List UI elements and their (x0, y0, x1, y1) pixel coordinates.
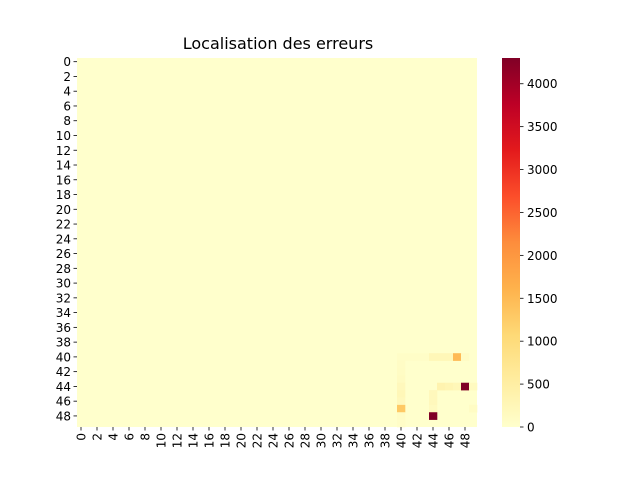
heatmap-cells (77, 58, 478, 428)
x-tick-label: 28 (299, 433, 313, 448)
y-tick-label: 0 (63, 55, 71, 69)
y-tick-label: 24 (56, 232, 71, 246)
heatmap-cell (397, 360, 406, 369)
colorbar-tick-label: 3000 (527, 163, 558, 177)
y-tick-label: 44 (56, 380, 71, 394)
heatmap-cell (445, 353, 454, 361)
y-tick-label: 4 (63, 85, 71, 99)
y-axis: 0246810121416182022242628303234363840424… (56, 55, 77, 423)
y-tick-label: 6 (63, 99, 71, 113)
heatmap-cell (461, 382, 470, 391)
x-tick-label: 26 (283, 433, 297, 448)
y-tick-label: 26 (56, 247, 71, 261)
heatmap-cell (397, 419, 406, 428)
x-tick-label: 40 (395, 433, 409, 448)
colorbar-tick-label: 1500 (527, 292, 558, 306)
y-tick-label: 18 (56, 188, 71, 202)
y-tick-label: 46 (56, 395, 71, 409)
heatmap-cell (437, 353, 446, 361)
colorbar-gradient (502, 58, 520, 427)
x-tick-label: 32 (331, 433, 345, 448)
y-tick-label: 22 (56, 218, 71, 232)
x-tick-label: 44 (427, 433, 441, 448)
x-tick-label: 16 (203, 433, 217, 448)
y-tick-label: 30 (56, 277, 71, 291)
heatmap-cell (421, 353, 430, 361)
y-tick-label: 10 (56, 129, 71, 143)
x-tick-label: 36 (363, 433, 377, 448)
x-tick-label: 30 (315, 433, 329, 448)
heatmap-cell (445, 382, 454, 391)
colorbar-tick-label: 500 (527, 378, 550, 392)
heatmap-cell (429, 404, 438, 413)
heatmap-background (77, 58, 477, 427)
y-tick-label: 14 (56, 159, 71, 173)
heatmap-cell (461, 353, 470, 361)
heatmap-cell (469, 382, 478, 391)
x-tick-label: 6 (123, 433, 137, 441)
x-tick-label: 8 (139, 433, 153, 441)
colorbar-tick-label: 4000 (527, 77, 558, 91)
y-tick-label: 8 (63, 114, 71, 128)
heatmap-cell (429, 390, 438, 398)
chart-title: Localisation des erreurs (183, 34, 373, 53)
heatmap-cell (429, 397, 438, 406)
y-tick-label: 48 (56, 409, 71, 423)
x-tick-label: 12 (171, 433, 185, 448)
x-tick-label: 10 (155, 433, 169, 448)
colorbar-tick-label: 0 (527, 421, 535, 435)
heatmap-cell (453, 353, 462, 361)
x-axis: 0 2 4 6 8 10 12 14 16 18 20 22 24 26 28 30 32 34 36 38 40 42 4… (75, 427, 473, 448)
y-tick-label: 32 (56, 291, 71, 305)
colorbar-tick-label: 2000 (527, 249, 558, 263)
y-tick-label: 42 (56, 365, 71, 379)
heatmap-cell (397, 412, 406, 420)
y-tick-label: 38 (56, 336, 71, 350)
heatmap-cell (413, 353, 422, 361)
x-tick-label: 48 (459, 433, 473, 448)
heatmap-cell (397, 353, 406, 361)
heatmap-cell (469, 404, 478, 413)
x-tick-label: 24 (267, 433, 281, 448)
heatmap-cell (429, 353, 438, 361)
x-tick-label: 20 (235, 433, 249, 448)
heatmap-cell (397, 404, 406, 413)
y-tick-label: 34 (56, 306, 71, 320)
x-tick-label: 0 (75, 433, 89, 441)
heatmap-cell (397, 367, 406, 376)
y-tick-label: 12 (56, 144, 71, 158)
heatmap-cell (437, 382, 446, 391)
x-tick-label: 4 (107, 433, 121, 441)
colorbar: 0 500 1000 1500 2000 2500 3000 3500 4000 (502, 58, 558, 435)
y-tick-label: 40 (56, 350, 71, 364)
heatmap-cell (405, 353, 414, 361)
y-tick-label: 36 (56, 321, 71, 335)
y-tick-label: 16 (56, 173, 71, 187)
x-tick-label: 14 (187, 433, 201, 448)
heatmap-cell (429, 412, 438, 420)
y-tick-label: 20 (56, 203, 71, 217)
x-tick-label: 22 (251, 433, 265, 448)
heatmap-cell (397, 397, 406, 406)
x-tick-label: 34 (347, 433, 361, 448)
x-tick-label: 2 (91, 433, 105, 441)
heatmap-cell (397, 382, 406, 391)
colorbar-tick-label: 3500 (527, 120, 558, 134)
x-tick-label: 42 (411, 433, 425, 448)
y-tick-label: 2 (63, 70, 71, 84)
heatmap-cell (397, 375, 406, 384)
colorbar-tick-label: 1000 (527, 335, 558, 349)
y-tick-label: 28 (56, 262, 71, 276)
colorbar-tick-label: 2500 (527, 206, 558, 220)
heatmap-cell (397, 390, 406, 398)
heatmap-cell (453, 382, 462, 391)
x-tick-label: 18 (219, 433, 233, 448)
x-tick-label: 46 (443, 433, 457, 448)
x-tick-label: 38 (379, 433, 393, 448)
